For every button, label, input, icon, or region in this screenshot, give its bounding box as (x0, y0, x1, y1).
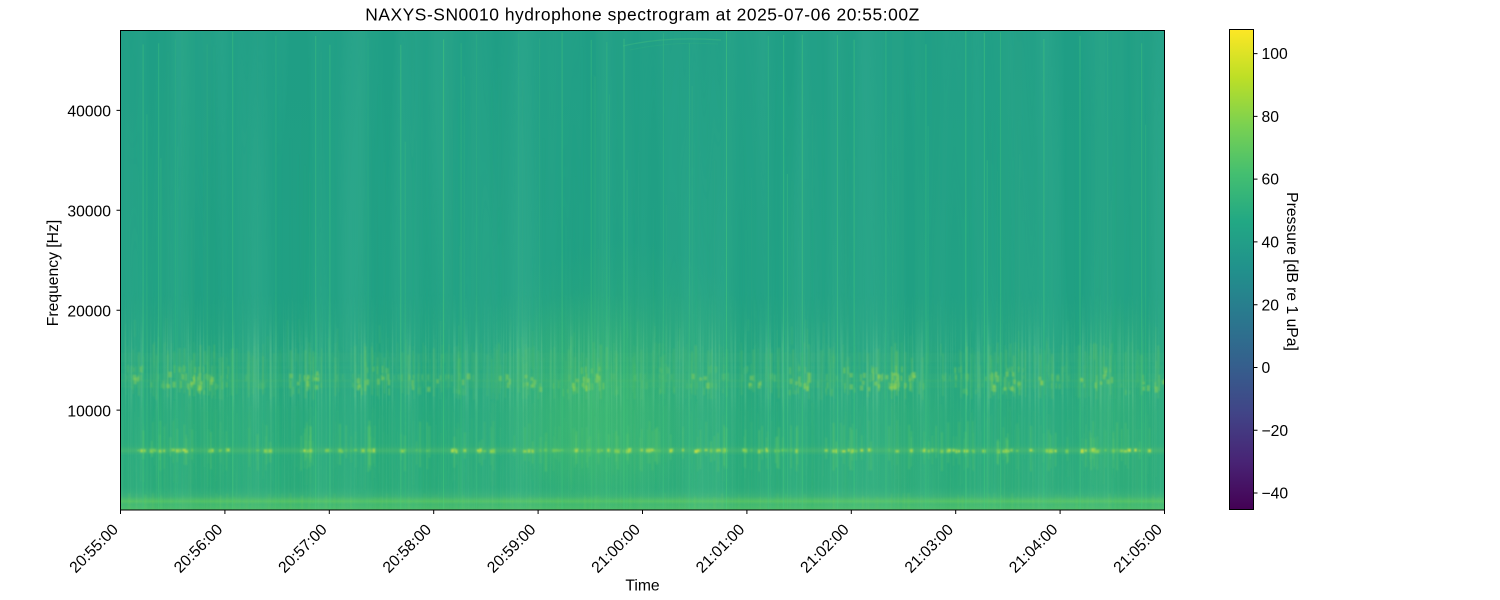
svg-text:Pressure [dB re 1 uPa]: Pressure [dB re 1 uPa] (1283, 192, 1300, 351)
svg-text:Frequency [Hz]: Frequency [Hz] (45, 220, 62, 326)
svg-text:40: 40 (1262, 235, 1280, 252)
svg-text:40000: 40000 (67, 104, 111, 121)
svg-text:NAXYS-SN0010 hydrophone spectr: NAXYS-SN0010 hydrophone spectrogram at 2… (365, 5, 920, 25)
svg-text:100: 100 (1262, 46, 1288, 63)
svg-text:80: 80 (1262, 109, 1280, 126)
svg-text:30000: 30000 (67, 204, 111, 221)
svg-text:−40: −40 (1262, 486, 1289, 503)
svg-text:10000: 10000 (67, 403, 111, 420)
svg-text:20000: 20000 (67, 304, 111, 321)
svg-text:20: 20 (1262, 297, 1280, 314)
svg-text:Time: Time (625, 578, 660, 595)
svg-text:60: 60 (1262, 172, 1280, 189)
svg-text:−20: −20 (1262, 423, 1289, 440)
svg-text:0: 0 (1262, 360, 1271, 377)
